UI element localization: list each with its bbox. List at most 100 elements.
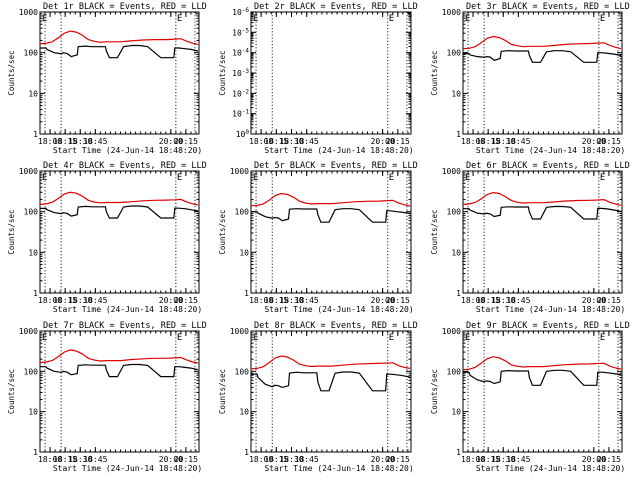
y-axis-label: Counts/sec: [218, 369, 227, 414]
lld-series-line: [462, 356, 622, 371]
event-marker-label: E: [600, 173, 605, 183]
x-tick-label: 20:15: [386, 296, 410, 305]
y-tick-label: 1000: [442, 327, 461, 336]
event-marker-label: E: [465, 14, 470, 24]
x-axis-label: Start Time (24-Jun-14 18:48:20): [53, 305, 202, 314]
y-tick-label: 1: [33, 448, 38, 457]
y-tick-label: 10-6: [232, 7, 249, 17]
x-tick-label: 20:00: [582, 455, 606, 464]
x-tick-label: 18:15: [53, 296, 77, 305]
y-tick-label: 10: [28, 248, 38, 257]
plot-frame: [250, 170, 412, 294]
plot-frame: [250, 330, 412, 453]
x-tick-label: 20:15: [597, 137, 621, 146]
x-tick-label: 20:00: [582, 137, 606, 146]
x-tick-label: 20:15: [174, 455, 198, 464]
lld-series-line: [39, 349, 199, 364]
y-tick-label: 10-5: [232, 27, 249, 37]
event-marker-label: E: [253, 14, 258, 24]
x-axis-label: Start Time (24-Jun-14 18:48:20): [264, 146, 413, 155]
y-axis-label: Counts/sec: [218, 209, 227, 254]
y-tick-label: 10-4: [232, 48, 249, 58]
x-tick-label: 18:15: [476, 137, 500, 146]
x-tick-label: 20:00: [371, 137, 395, 146]
lld-series-line: [462, 191, 622, 206]
x-tick-label: 18:15: [476, 455, 500, 464]
x-tick-label: 18:30: [68, 137, 92, 146]
x-tick-label: 20:00: [159, 137, 183, 146]
plot-frame: [39, 11, 200, 135]
x-axis-label: Start Time (24-Jun-14 18:48:20): [476, 146, 625, 155]
panel-title: Det 3r BLACK = Events, RED = LLD: [466, 2, 630, 12]
y-axis-label: Counts/sec: [430, 369, 439, 414]
y-tick-label: 10: [28, 89, 38, 98]
panel-title: Det 8r BLACK = Events, RED = LLD: [254, 321, 418, 331]
x-tick-label: 20:15: [597, 455, 621, 464]
y-axis-label: Counts/sec: [7, 50, 16, 95]
plot-panel: Det 7r BLACK = Events, RED = LLD 1 10 100 10…: [7, 321, 207, 473]
event-marker-label: E: [465, 333, 470, 343]
events-series-line: [463, 369, 622, 386]
event-marker-label: E: [42, 14, 47, 24]
x-tick-label: 18:00: [249, 455, 273, 464]
x-tick-label: 18:00: [461, 296, 485, 305]
y-tick-label: 10: [239, 408, 249, 417]
y-tick-label: 1: [456, 130, 461, 139]
events-series-line: [463, 205, 622, 220]
event-marker-label: E: [465, 173, 470, 183]
y-tick-label: 1: [456, 289, 461, 298]
events-series-line: [463, 50, 622, 63]
event-marker-label: E: [177, 14, 182, 24]
panel-title: Det 7r BLACK = Events, RED = LLD: [43, 321, 207, 331]
events-series-line: [40, 363, 199, 378]
x-tick-label: 18:00: [38, 137, 62, 146]
plot-panel: Det 4r BLACK = Events, RED = LLD 1 10 100 10…: [7, 161, 207, 314]
y-axis-label: Counts/sec: [218, 50, 227, 95]
y-tick-label: 1: [456, 448, 461, 457]
x-tick-label: 18:30: [68, 455, 92, 464]
x-tick-label: 18:00: [249, 296, 273, 305]
x-tick-label: 18:15: [264, 296, 288, 305]
event-marker-label: E: [600, 333, 605, 343]
panel-title: Det 2r BLACK = Events, RED = LLD: [254, 2, 418, 12]
x-tick-label: 18:00: [38, 455, 62, 464]
event-marker-label: E: [253, 333, 258, 343]
y-tick-label: 1000: [442, 8, 461, 17]
x-tick-label: 18:45: [83, 296, 107, 305]
event-marker-label: E: [389, 333, 394, 343]
x-tick-label: 20:00: [582, 296, 606, 305]
plot-panel: Det 5r BLACK = Events, RED = LLD 1 10 100 10…: [218, 161, 418, 314]
lld-series-line: [39, 191, 199, 206]
panel-title: Det 4r BLACK = Events, RED = LLD: [43, 161, 207, 171]
y-tick-label: 100: [447, 367, 462, 376]
panel-title: Det 6r BLACK = Events, RED = LLD: [466, 161, 630, 171]
y-axis-label: Counts/sec: [430, 209, 439, 254]
x-tick-label: 18:45: [295, 455, 319, 464]
event-marker-label: E: [177, 173, 182, 183]
y-tick-label: 10: [451, 248, 461, 257]
y-tick-label: 100: [236, 129, 250, 139]
events-series-line: [40, 205, 199, 219]
plot-panel: Det 3r BLACK = Events, RED = LLD 1 10 100 10…: [430, 2, 630, 155]
y-tick-label: 1: [33, 130, 38, 139]
y-axis-label: Counts/sec: [7, 369, 16, 414]
x-tick-label: 20:15: [174, 137, 198, 146]
y-tick-label: 1000: [19, 167, 38, 176]
y-tick-label: 100: [24, 208, 39, 217]
y-tick-label: 1: [244, 448, 249, 457]
x-tick-label: 18:30: [491, 455, 515, 464]
x-tick-label: 18:30: [279, 137, 303, 146]
plot-panel: Det 8r BLACK = Events, RED = LLD 1 10 100 10…: [218, 321, 418, 473]
x-tick-label: 18:30: [491, 137, 515, 146]
x-axis-label: Start Time (24-Jun-14 18:48:20): [476, 305, 625, 314]
event-marker-label: E: [177, 333, 182, 343]
lld-series-line: [250, 192, 411, 207]
x-tick-label: 20:00: [159, 296, 183, 305]
lld-series-line: [250, 355, 411, 370]
x-tick-label: 18:30: [68, 296, 92, 305]
x-tick-label: 18:15: [264, 455, 288, 464]
x-axis-label: Start Time (24-Jun-14 18:48:20): [264, 305, 413, 314]
plot-frame: [39, 330, 200, 453]
x-tick-label: 20:00: [371, 296, 395, 305]
